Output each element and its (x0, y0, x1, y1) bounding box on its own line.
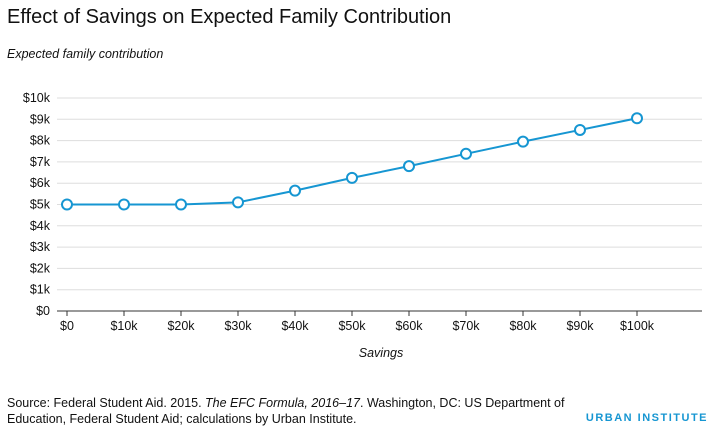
x-tick-label: $40k (281, 319, 309, 333)
x-tick-labels: $0 $10k $20k $30k $40k $50k $60k $70k $80k $90k $1… (60, 311, 655, 333)
chart-title: Effect of Savings on Expected Family Con… (7, 6, 452, 28)
data-point (403, 160, 415, 173)
data-point (232, 196, 244, 209)
x-tick-label: $90k (566, 319, 594, 333)
source-suffix: . Washington, DC: US Department of Educa… (7, 396, 565, 426)
x-tick-label: $70k (452, 319, 480, 333)
series-line (67, 117, 638, 206)
data-point (517, 135, 529, 148)
data-point (631, 112, 643, 125)
y-tick-label: $10k (23, 91, 51, 105)
y-tick-label: $0 (36, 304, 50, 318)
data-point (175, 198, 187, 211)
data-point (346, 171, 358, 184)
y-tick-label: $3k (30, 240, 51, 254)
data-point (460, 147, 472, 160)
y-tick-label: $5k (30, 198, 51, 212)
x-tick-label: $30k (224, 319, 252, 333)
y-axis-label: Expected family contribution (7, 47, 164, 61)
y-tick-labels: $0 $1k $2k $3k $4k $5k $6k $7k $8k $9k $10k (23, 91, 51, 318)
series-layer (61, 112, 643, 211)
source-note: Source: Federal Student Aid. 2015. The E… (7, 395, 607, 427)
gridlines (57, 97, 702, 312)
y-tick-label: $8k (30, 134, 51, 148)
x-tick-label: $0 (60, 319, 74, 333)
x-tick-label: $20k (167, 319, 195, 333)
data-point (574, 123, 586, 136)
y-tick-label: $1k (30, 283, 51, 297)
source-prefix: Source: Federal Student Aid. 2015. (7, 396, 206, 410)
data-point (289, 184, 301, 197)
data-point (118, 198, 130, 211)
data-point (61, 198, 73, 211)
x-tick-label: $50k (338, 319, 366, 333)
x-tick-label: $100k (620, 319, 655, 333)
source-title: The EFC Formula, 2016–17 (205, 396, 360, 410)
x-tick-label: $60k (395, 319, 423, 333)
y-tick-label: $4k (30, 219, 51, 233)
x-axis-label: Savings (359, 346, 403, 360)
y-tick-label: $6k (30, 176, 51, 190)
y-tick-label: $2k (30, 261, 51, 275)
x-tick-label: $80k (509, 319, 537, 333)
urban-institute-logo: URBAN INSTITUTE (585, 412, 708, 424)
x-tick-label: $10k (110, 319, 138, 333)
y-tick-label: $7k (30, 155, 51, 169)
y-tick-label: $9k (30, 112, 51, 126)
